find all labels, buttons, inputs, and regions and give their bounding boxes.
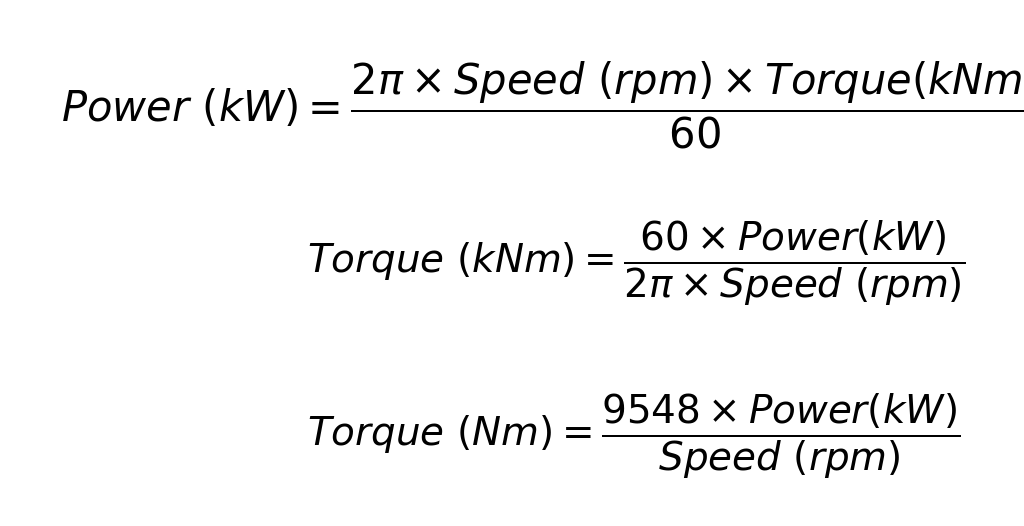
Text: $\mathbf{\mathit{Power\ (kW)}} = \dfrac{\mathbf{\mathit{2\pi \times Speed\ (rpm): $\mathbf{\mathit{Power\ (kW)}} = \dfrac{…: [61, 59, 1024, 151]
Text: $\mathbf{\mathit{Torque\ (kNm)}} = \dfrac{\mathbf{\mathit{60 \times Power(kW)}}}: $\mathbf{\mathit{Torque\ (kNm)}} = \dfra…: [307, 218, 966, 308]
Text: $\mathbf{\mathit{Torque\ (Nm)}} = \dfrac{\mathbf{\mathit{9548 \times Power(kW)}}: $\mathbf{\mathit{Torque\ (Nm)}} = \dfrac…: [307, 392, 961, 481]
